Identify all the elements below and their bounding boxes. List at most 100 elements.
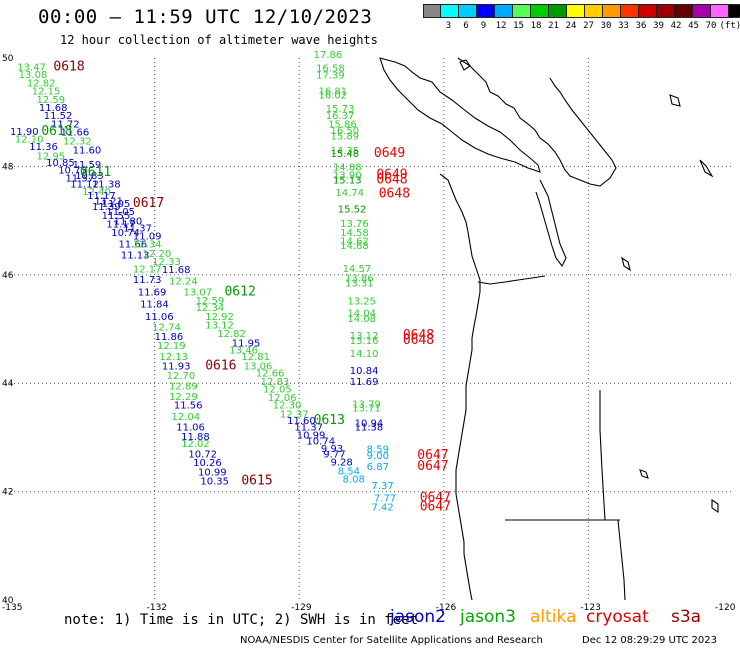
- satellite-legend-jason2: jason2: [390, 607, 446, 627]
- wave-height-value: 12.37: [280, 409, 309, 420]
- legend-label: 70: [705, 21, 717, 31]
- legend-swatch: [693, 4, 711, 18]
- wave-height-value: 11.60: [287, 416, 316, 427]
- island-6: [621, 256, 631, 272]
- wave-height-value: 10.26: [193, 458, 222, 469]
- wave-height-value: 12.29: [169, 392, 198, 403]
- wave-height-value: 13.25: [347, 297, 376, 308]
- map-title: 00:00 – 11:59 UTC 12/10/2023: [38, 6, 373, 28]
- wave-height-value: 17.39: [316, 71, 345, 82]
- wave-height-value: 10.99: [198, 467, 227, 478]
- wave-height-value: 13.46: [229, 345, 258, 356]
- wave-height-value: 12.59: [196, 296, 225, 307]
- wave-height-value: 10.94: [355, 419, 384, 430]
- wave-height-value: 12.20: [143, 249, 172, 260]
- satellite-pass-labels: 0618 0618 0611 0617 0612 0616 0613 0615 0649 0649…: [41, 59, 451, 514]
- wave-height-value: 13.12: [205, 320, 234, 331]
- pass-time-label: 0649: [374, 146, 405, 161]
- legend-swatch: [549, 4, 567, 18]
- lon-label: -135: [2, 603, 22, 613]
- legend-label: 3: [445, 21, 452, 31]
- wave-height-value: 11.06: [176, 422, 205, 433]
- island-4: [639, 469, 649, 479]
- wave-height-value: 12.02: [181, 439, 210, 450]
- legend-label: 15: [513, 21, 524, 31]
- wave-height-value: 7.37: [372, 481, 394, 492]
- wave-height-value: 11.56: [174, 401, 203, 412]
- wave-height-value: 11.68: [162, 265, 191, 276]
- california-border-east: [617, 519, 626, 601]
- wave-height-value: 11.36: [29, 142, 58, 153]
- wave-height-value: 12.81: [241, 352, 270, 363]
- wave-height-value: 11.38: [92, 180, 121, 191]
- wave-height-value: 10.74: [111, 228, 140, 239]
- wave-height-value: 11.55: [102, 211, 131, 222]
- nevada-border: [599, 390, 606, 521]
- legend-label: 33: [618, 21, 629, 31]
- wave-height-value: 13.76: [340, 219, 369, 230]
- wave-height-value: 11.69: [138, 287, 167, 298]
- legend-label: 21: [548, 21, 559, 31]
- wave-height-value: 13.07: [184, 287, 213, 298]
- wave-height-value: 14.35: [331, 146, 360, 157]
- wave-height-value: 16.02: [318, 91, 347, 102]
- wave-height-value: 14.74: [335, 188, 364, 199]
- wave-height-value: 12.82: [217, 329, 246, 340]
- wave-height-value: 14.08: [347, 314, 376, 325]
- wave-height-value: 15.89: [331, 131, 360, 142]
- wave-height-value: 10.75: [58, 165, 87, 176]
- color-scale-legend: [423, 4, 740, 18]
- wave-height-value: 11.09: [133, 232, 162, 243]
- wave-height-value: 12.66: [256, 369, 285, 380]
- wave-height-value: 11.73: [133, 275, 162, 286]
- wave-height-value: 12.59: [37, 95, 66, 106]
- lon-label: -126: [436, 603, 457, 613]
- legend-swatch: [423, 4, 441, 18]
- pass-time-label: 0648: [379, 186, 410, 201]
- lon-label: -120: [715, 603, 736, 613]
- wave-height-value: 8.59: [367, 445, 389, 456]
- legend-swatch: [603, 4, 621, 18]
- wave-height-value: 11.13: [121, 251, 150, 262]
- legend-label: 9: [480, 21, 487, 31]
- wave-height-value: 11.52: [44, 111, 73, 122]
- wave-height-value: 11.38: [355, 422, 384, 433]
- island-5: [711, 498, 719, 514]
- wave-height-value: 13.86: [345, 273, 374, 284]
- satellite-legend-cryosat: cryosat: [586, 607, 649, 627]
- legend-swatch: [711, 4, 729, 18]
- wave-height-value: 12.33: [152, 257, 181, 268]
- pass-time-label: 0617: [133, 196, 164, 211]
- wave-height-value: 13.47: [17, 62, 46, 73]
- wave-height-value: 13.90: [333, 170, 362, 181]
- wave-height-value: 11.37: [123, 223, 152, 234]
- wave-height-value: 12.95: [37, 151, 66, 162]
- legend-label: 36: [635, 21, 647, 31]
- lon-label: -129: [291, 603, 312, 613]
- wave-height-value: 10.72: [188, 449, 217, 460]
- wave-height-value: 11.05: [106, 207, 135, 218]
- wave-height-value: 11.66: [61, 128, 90, 139]
- wave-height-value: 11.17: [87, 191, 116, 202]
- map-subtitle: 12 hour collection of altimeter wave hei…: [60, 33, 378, 47]
- legend-label: 24: [565, 21, 577, 31]
- wave-height-value: 12.34: [196, 303, 225, 314]
- wave-height-value: 11.39: [92, 202, 121, 213]
- wave-height-value: 12.19: [157, 341, 186, 352]
- island-1: [459, 59, 471, 71]
- wave-height-value: 10.85: [46, 158, 75, 169]
- legend-swatch: [621, 4, 639, 18]
- color-scale-labels: 3 6 9 12 15 18 21 24 27 30 33 36 39 42 45 70 (ft): [423, 21, 740, 33]
- legend-swatch: [657, 4, 675, 18]
- lat-label: 50: [2, 54, 14, 64]
- wave-height-value: 11.93: [162, 362, 191, 373]
- wave-height-value: 12.13: [159, 352, 188, 363]
- wave-height-value: 12.40: [82, 187, 111, 198]
- wave-height-value: 13.12: [350, 331, 379, 342]
- lat-label: 46: [2, 271, 14, 281]
- legend-swatch: [459, 4, 477, 18]
- wave-height-value: 12.32: [63, 137, 92, 148]
- pass-time-label: 0613: [314, 413, 345, 428]
- legend-swatch: [567, 4, 585, 18]
